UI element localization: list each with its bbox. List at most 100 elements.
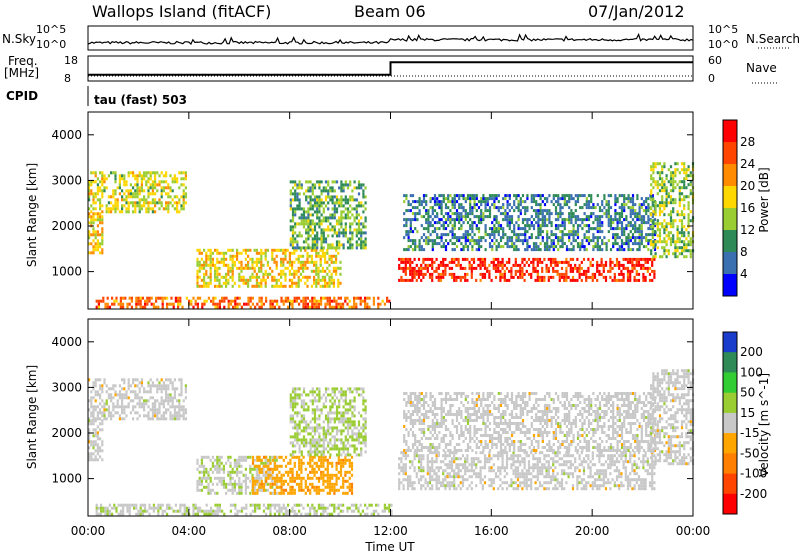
heatmap-cell bbox=[105, 417, 108, 421]
heatmap-cell bbox=[513, 233, 516, 237]
heatmap-cell bbox=[236, 467, 239, 471]
heatmap-cell bbox=[506, 224, 509, 228]
heatmap-cell bbox=[689, 249, 692, 253]
sky-right-tick-top: 10^5 bbox=[708, 23, 738, 36]
heatmap-cell bbox=[298, 246, 301, 250]
heatmap-cell bbox=[110, 171, 113, 175]
heatmap-cell bbox=[469, 206, 472, 210]
heatmap-cell bbox=[348, 461, 351, 465]
heatmap-cell bbox=[357, 180, 361, 184]
heatmap-cell bbox=[364, 503, 367, 507]
heatmap-cell bbox=[411, 266, 414, 270]
heatmap-cell bbox=[249, 512, 252, 516]
heatmap-cell bbox=[438, 206, 441, 210]
heatmap-cell bbox=[134, 378, 137, 382]
heatmap-cell bbox=[90, 402, 93, 406]
heatmap-cell bbox=[667, 252, 670, 256]
heatmap-cell bbox=[536, 272, 539, 276]
heatmap-cell bbox=[282, 248, 285, 252]
heatmap-cell bbox=[417, 275, 421, 279]
heatmap-cell bbox=[162, 186, 165, 190]
heatmap-cell bbox=[627, 236, 630, 240]
heatmap-cell bbox=[680, 168, 684, 172]
heatmap-cell bbox=[207, 488, 210, 492]
heatmap-cell bbox=[90, 390, 93, 394]
heatmap-cell bbox=[355, 243, 358, 247]
heatmap-cell bbox=[429, 239, 432, 243]
heatmap-cell bbox=[348, 470, 351, 474]
heatmap-cell bbox=[183, 503, 186, 507]
heatmap-cell bbox=[247, 476, 250, 480]
heatmap-cell bbox=[524, 233, 527, 237]
heatmap-cell bbox=[266, 488, 269, 492]
heatmap-cell bbox=[313, 246, 317, 250]
heatmap-cell bbox=[307, 186, 310, 190]
heatmap-cell bbox=[669, 216, 673, 220]
heatmap-cell bbox=[88, 183, 91, 187]
heatmap-cell bbox=[348, 299, 351, 303]
heatmap-cell bbox=[249, 296, 252, 300]
heatmap-cell bbox=[168, 506, 171, 510]
heatmap-cell bbox=[167, 204, 170, 208]
heatmap-cell bbox=[355, 213, 358, 217]
heatmap-cell bbox=[247, 260, 250, 264]
heatmap-cell bbox=[665, 189, 668, 193]
heatmap-cell bbox=[614, 239, 617, 243]
heatmap-cell bbox=[554, 206, 558, 210]
heatmap-cell bbox=[596, 227, 599, 231]
heatmap-cell bbox=[631, 257, 634, 261]
heatmap-cell bbox=[561, 230, 564, 234]
heatmap-cell bbox=[513, 203, 516, 207]
heatmap-cell bbox=[173, 177, 176, 181]
heatmap-cell bbox=[207, 491, 210, 495]
heatmap-cell bbox=[360, 243, 363, 247]
heatmap-cell bbox=[96, 390, 99, 394]
heatmap-cell bbox=[546, 239, 549, 243]
heatmap-cell bbox=[326, 461, 329, 465]
heatmap-cell bbox=[342, 476, 345, 480]
heatmap-cell bbox=[309, 470, 312, 474]
heatmap-cell bbox=[620, 215, 624, 219]
heatmap-cell bbox=[317, 278, 320, 282]
heatmap-cell bbox=[576, 197, 580, 201]
heatmap-cell bbox=[266, 263, 269, 267]
heatmap-cell bbox=[530, 221, 533, 225]
heatmap-cell bbox=[578, 263, 581, 267]
heatmap-cell bbox=[650, 189, 653, 193]
heatmap-cell bbox=[151, 417, 154, 421]
heatmap-cell bbox=[264, 473, 267, 477]
heatmap-cell bbox=[220, 476, 223, 480]
heatmap-cell bbox=[166, 302, 169, 306]
heatmap-cell bbox=[266, 470, 269, 474]
heatmap-cell bbox=[320, 461, 323, 465]
heatmap-cell bbox=[304, 299, 307, 303]
heatmap-cell bbox=[94, 434, 97, 438]
heatmap-cell bbox=[322, 231, 325, 235]
heatmap-cell bbox=[209, 248, 212, 252]
heatmap-cell bbox=[338, 219, 341, 223]
heatmap-cell bbox=[470, 269, 473, 273]
heatmap-cell bbox=[103, 174, 106, 178]
heatmap-cell bbox=[652, 246, 655, 250]
heatmap-cell bbox=[309, 461, 312, 465]
heatmap-cell bbox=[530, 233, 533, 237]
heatmap-cell bbox=[350, 482, 354, 486]
heatmap-cell bbox=[184, 177, 187, 181]
heatmap-cell bbox=[300, 503, 303, 507]
heatmap-cell bbox=[173, 417, 176, 421]
heatmap-cell bbox=[618, 272, 621, 276]
heatmap-cell bbox=[158, 411, 161, 415]
heatmap-cell bbox=[658, 201, 662, 205]
heatmap-cell bbox=[537, 221, 540, 225]
heatmap-cell bbox=[118, 390, 121, 394]
heatmap-cell bbox=[289, 237, 292, 241]
heatmap-cell bbox=[220, 479, 223, 483]
heatmap-cell bbox=[273, 482, 277, 486]
heatmap-cell bbox=[233, 458, 236, 462]
heatmap-cell bbox=[165, 411, 168, 415]
heatmap-cell bbox=[173, 414, 176, 418]
heatmap-cell bbox=[590, 200, 593, 204]
heatmap-cell bbox=[680, 231, 684, 235]
colorbar-tick-label: 8 bbox=[740, 245, 748, 259]
heatmap-cell bbox=[479, 263, 482, 267]
